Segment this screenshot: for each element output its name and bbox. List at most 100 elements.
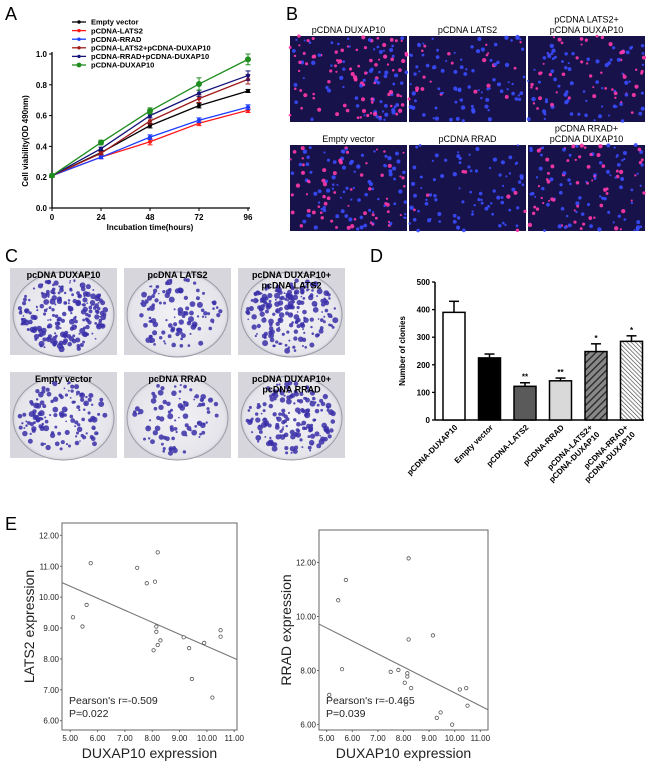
- cell-nucleus: [595, 80, 599, 84]
- cell-nucleus: [339, 75, 344, 81]
- cell-nucleus: [622, 74, 627, 79]
- cell-nucleus: [399, 94, 403, 98]
- cell-nucleus: [300, 106, 303, 110]
- cell-nucleus: [619, 102, 623, 106]
- colony: [198, 402, 203, 407]
- cell-nucleus: [370, 97, 374, 101]
- cell-nucleus: [359, 173, 364, 177]
- cell-nucleus: [356, 227, 360, 231]
- cell-nucleus: [291, 48, 296, 53]
- colony: [166, 401, 171, 407]
- colony: [293, 291, 298, 295]
- cell-nucleus: [636, 172, 639, 175]
- colony: [149, 334, 153, 339]
- x-tick-label: 9.00: [421, 734, 437, 743]
- colony: [98, 318, 103, 323]
- cell-nucleus: [544, 100, 549, 104]
- cell-nucleus: [580, 212, 585, 216]
- colony: [146, 295, 153, 301]
- cell-nucleus: [452, 171, 458, 177]
- colony: [27, 421, 31, 425]
- cell-nucleus: [488, 87, 491, 90]
- colony: [175, 430, 178, 434]
- cell-nucleus: [339, 196, 342, 199]
- colony: [278, 318, 282, 322]
- bar: [584, 350, 608, 421]
- cell-nucleus: [546, 51, 550, 55]
- cell-nucleus: [457, 87, 462, 92]
- cell-nucleus: [453, 51, 456, 54]
- cell-nucleus: [523, 209, 527, 214]
- colony: [290, 393, 296, 399]
- data-point: [343, 577, 348, 583]
- y-axis-label: LATS2 expression: [21, 570, 37, 683]
- colony: [189, 310, 194, 316]
- cell-nucleus: [294, 87, 297, 91]
- colony: [82, 297, 88, 303]
- data-point: [409, 686, 414, 691]
- colony: [38, 328, 43, 334]
- colony: [320, 298, 325, 303]
- colony: [247, 318, 250, 321]
- cell-nucleus: [294, 100, 298, 105]
- colony: [94, 431, 99, 436]
- cell-nucleus: [517, 180, 522, 184]
- colony: [262, 340, 269, 347]
- cell-nucleus: [640, 163, 644, 167]
- legend-marker: [77, 37, 81, 41]
- colony: [272, 312, 276, 316]
- colony: [275, 284, 281, 290]
- cell-nucleus: [409, 53, 413, 57]
- cell-nucleus: [384, 165, 387, 168]
- colony: [62, 340, 68, 346]
- x-tick-label: 7.00: [117, 734, 133, 743]
- cell-nucleus: [293, 82, 298, 87]
- cell-nucleus: [330, 219, 334, 223]
- colony: [67, 299, 71, 302]
- cell-nucleus: [592, 86, 595, 89]
- colony: [79, 343, 84, 348]
- cell-nucleus: [348, 217, 353, 222]
- colony: [141, 299, 145, 303]
- colony: [180, 337, 183, 341]
- colony: [302, 281, 305, 285]
- data-point: [218, 634, 223, 639]
- cell-nucleus: [547, 53, 552, 59]
- colony: [179, 405, 186, 411]
- cell-nucleus: [305, 193, 309, 196]
- y-tick-label: 400: [417, 306, 431, 315]
- cell-nucleus: [445, 59, 448, 63]
- colony: [292, 448, 298, 454]
- cell-nucleus: [331, 175, 336, 180]
- data-point: [406, 556, 411, 561]
- cell-nucleus: [515, 224, 519, 228]
- colony: [193, 398, 196, 401]
- cell-nucleus: [566, 159, 570, 163]
- colony: [99, 397, 104, 402]
- cell-nucleus: [470, 104, 474, 108]
- cell-nucleus: [339, 160, 343, 165]
- colony: [178, 397, 181, 400]
- cell-nucleus: [312, 96, 316, 100]
- colony: [210, 318, 215, 323]
- cell-nucleus: [365, 162, 368, 165]
- colony: [185, 306, 190, 311]
- significance-marker: **: [557, 368, 564, 377]
- colony: [327, 434, 332, 439]
- cell-nucleus: [418, 70, 421, 73]
- colony: [29, 432, 32, 435]
- colony: [178, 319, 184, 325]
- cell-nucleus: [437, 211, 442, 217]
- colony: [64, 393, 69, 397]
- colony: [155, 284, 160, 289]
- cell-nucleus: [401, 176, 405, 180]
- cell-nucleus: [496, 60, 500, 65]
- cell-nucleus: [387, 155, 392, 161]
- cell-nucleus: [511, 91, 515, 96]
- cell-nucleus: [619, 185, 623, 190]
- colony: [248, 306, 254, 312]
- colony: [263, 317, 266, 320]
- colony: [45, 292, 50, 297]
- line-chart-cell-viability: 0.0 0.2 0.4 0.6 0.8 1.0 0 24 48 72 96 Incubation ti…: [21, 18, 253, 232]
- cell-nucleus: [567, 62, 570, 65]
